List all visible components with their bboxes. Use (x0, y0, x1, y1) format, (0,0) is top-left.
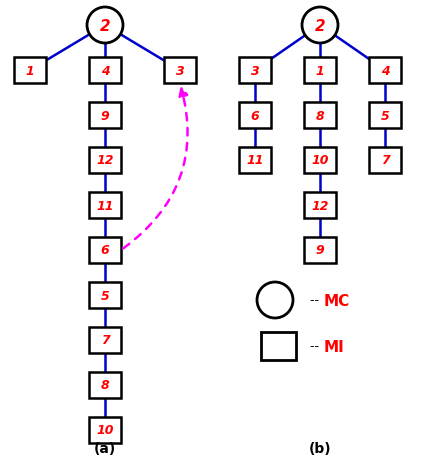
Text: 10: 10 (311, 154, 329, 167)
FancyBboxPatch shape (89, 103, 121, 129)
Text: 9: 9 (101, 109, 109, 122)
Text: 6: 6 (101, 244, 109, 257)
FancyBboxPatch shape (304, 58, 336, 84)
Text: 11: 11 (246, 154, 264, 167)
Text: (b): (b) (309, 441, 331, 455)
Circle shape (302, 8, 338, 44)
FancyBboxPatch shape (304, 148, 336, 174)
FancyBboxPatch shape (14, 58, 46, 84)
Text: 4: 4 (381, 64, 390, 77)
Text: MI: MI (324, 339, 345, 354)
Text: 2: 2 (100, 19, 111, 33)
Text: 10: 10 (96, 424, 114, 436)
Text: 7: 7 (381, 154, 390, 167)
FancyBboxPatch shape (239, 148, 271, 174)
Text: 5: 5 (381, 109, 390, 122)
Text: 2: 2 (315, 19, 326, 33)
FancyBboxPatch shape (89, 417, 121, 443)
FancyBboxPatch shape (261, 332, 296, 360)
Text: 3: 3 (251, 64, 259, 77)
FancyBboxPatch shape (369, 103, 401, 129)
Text: --: -- (310, 294, 323, 307)
Text: 3: 3 (175, 64, 184, 77)
FancyBboxPatch shape (304, 103, 336, 129)
Text: 8: 8 (316, 109, 324, 122)
Text: 1: 1 (316, 64, 324, 77)
FancyBboxPatch shape (89, 148, 121, 174)
FancyBboxPatch shape (164, 58, 196, 84)
Text: 12: 12 (311, 199, 329, 212)
FancyBboxPatch shape (369, 148, 401, 174)
Circle shape (87, 8, 123, 44)
Text: 4: 4 (101, 64, 109, 77)
FancyBboxPatch shape (89, 327, 121, 353)
FancyBboxPatch shape (304, 238, 336, 263)
FancyBboxPatch shape (89, 192, 121, 218)
Text: --: -- (310, 340, 323, 353)
FancyBboxPatch shape (304, 192, 336, 218)
Text: MC: MC (324, 293, 350, 308)
FancyBboxPatch shape (369, 58, 401, 84)
Text: 12: 12 (96, 154, 114, 167)
FancyBboxPatch shape (89, 372, 121, 398)
Text: (a): (a) (94, 441, 116, 455)
Text: 9: 9 (316, 244, 324, 257)
FancyBboxPatch shape (89, 238, 121, 263)
Text: 1: 1 (26, 64, 34, 77)
FancyBboxPatch shape (89, 283, 121, 308)
Text: 7: 7 (101, 334, 109, 347)
Text: 5: 5 (101, 289, 109, 302)
FancyBboxPatch shape (89, 58, 121, 84)
FancyBboxPatch shape (239, 58, 271, 84)
Text: 8: 8 (101, 379, 109, 392)
Text: 11: 11 (96, 199, 114, 212)
FancyBboxPatch shape (239, 103, 271, 129)
Circle shape (257, 283, 293, 318)
Text: 6: 6 (251, 109, 259, 122)
